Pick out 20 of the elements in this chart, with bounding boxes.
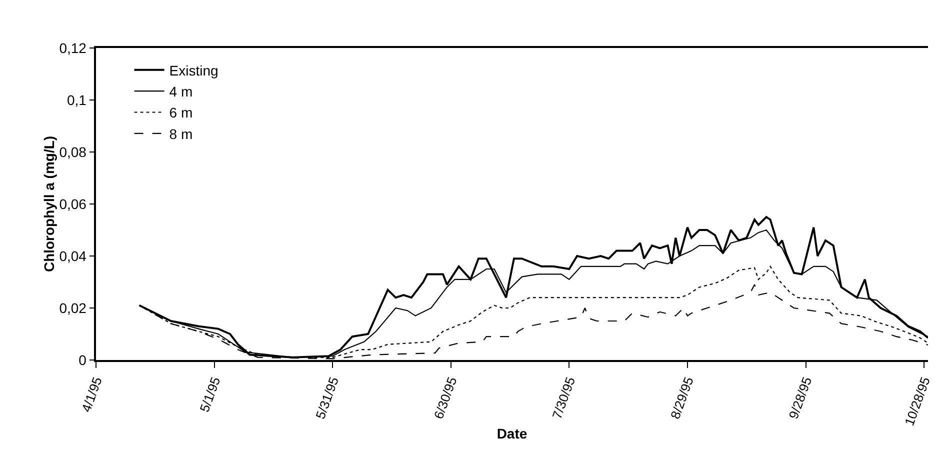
y-axis-title: Chlorophyll a (mg/L) (41, 136, 58, 272)
y-tick-label: 0,1 (66, 92, 87, 108)
x-tick-label: 4/1/95 (78, 374, 105, 414)
y-tick-label: 0,08 (59, 144, 87, 160)
x-tick-label: 8/29/95 (667, 374, 696, 421)
legend-label: 8 m (169, 126, 193, 142)
y-tick-label: 0,06 (59, 196, 87, 212)
x-tick-label: 6/30/95 (430, 374, 460, 421)
legend-label: Existing (169, 62, 218, 78)
legend-label: 6 m (169, 104, 193, 121)
x-tick-label: 5/31/95 (312, 374, 342, 421)
x-tick-label: 5/1/95 (196, 374, 224, 414)
y-tick-label: 0,02 (59, 300, 87, 316)
y-tick-label: 0,04 (59, 248, 87, 264)
x-tick-label: 7/30/95 (549, 374, 578, 421)
y-tick-label: 0,12 (59, 40, 87, 56)
legend-label: 4 m (169, 84, 193, 100)
y-tick-label: 0 (78, 352, 87, 368)
x-axis-title: Date (496, 425, 528, 442)
x-tick-label: 9/28/95 (786, 374, 815, 421)
